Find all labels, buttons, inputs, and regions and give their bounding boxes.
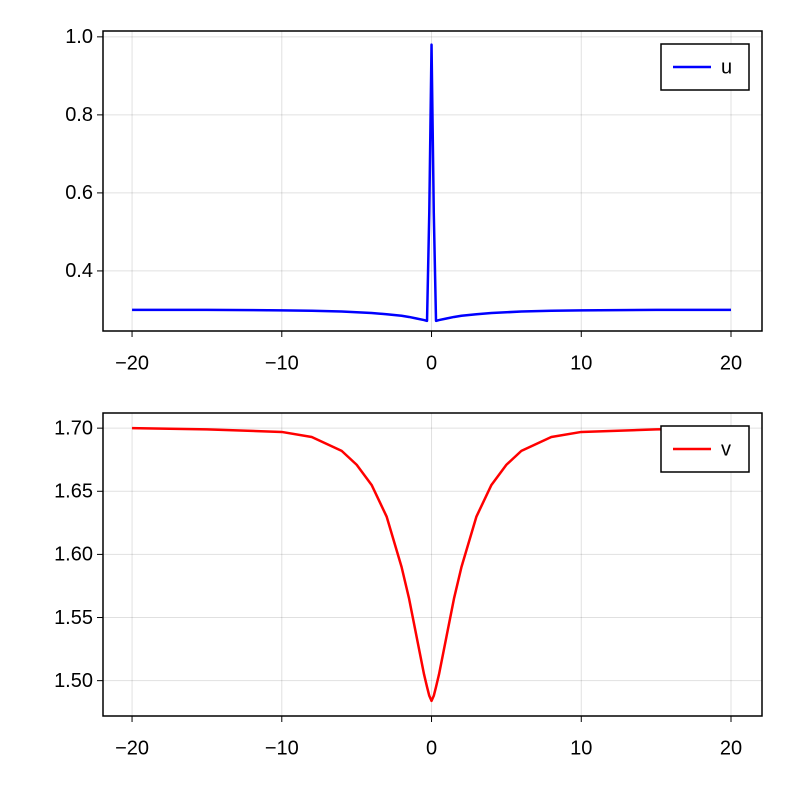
- y-tick-label: 0.8: [65, 104, 93, 126]
- y-tick-label: 0.4: [65, 260, 93, 282]
- y-tick-label: 1.55: [54, 607, 93, 629]
- x-tick-label: −10: [265, 352, 299, 374]
- plot-frame: [102, 30, 763, 332]
- y-tick-label: 1.70: [54, 417, 93, 439]
- plot-frame: [102, 412, 763, 717]
- x-tick-label: −10: [265, 737, 299, 759]
- legend-label: v: [721, 438, 731, 460]
- x-tick-label: 20: [720, 352, 742, 374]
- x-tick-label: −20: [115, 352, 149, 374]
- x-tick-label: 10: [570, 352, 592, 374]
- y-tick-label: 1.60: [54, 544, 93, 566]
- x-tick-label: 0: [426, 352, 437, 374]
- x-tick-label: 10: [570, 737, 592, 759]
- x-tick-label: −20: [115, 737, 149, 759]
- x-tick-label: 0: [426, 737, 437, 759]
- y-tick-label: 1.50: [54, 670, 93, 692]
- y-tick-label: 1.65: [54, 481, 93, 503]
- data-line: [132, 43, 731, 323]
- x-tick-label: 20: [720, 737, 742, 759]
- data-line: [132, 426, 732, 703]
- legend-label: u: [721, 56, 732, 78]
- y-tick-label: 0.6: [65, 182, 93, 204]
- y-tick-label: 1.0: [65, 26, 93, 48]
